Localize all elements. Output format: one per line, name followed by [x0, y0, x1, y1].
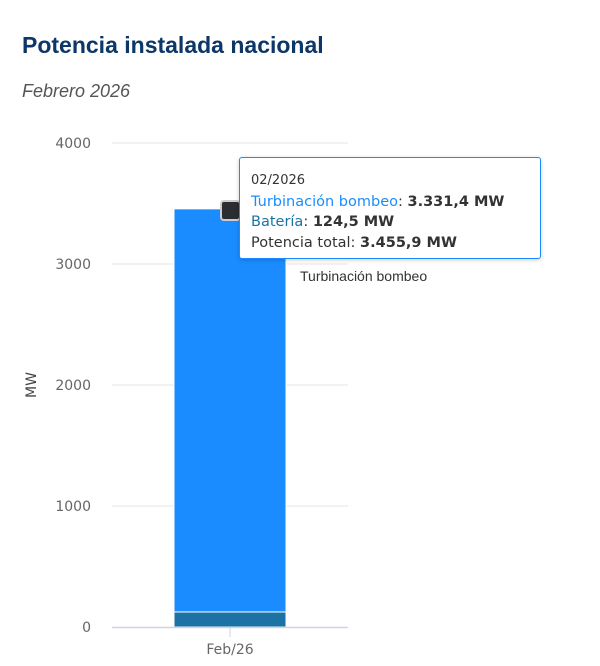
bar-segment	[173, 208, 287, 613]
x-tick-label: Feb/26	[206, 642, 253, 658]
legend-label[interactable]: Turbinación bombeo	[300, 268, 428, 284]
tooltip-date: 02/2026	[251, 173, 306, 188]
tooltip-value: 3.455,9 MW	[360, 234, 457, 251]
y-tick-label: 1000	[55, 499, 91, 515]
tooltip-row-bateria: Batería: 124,5 MW	[251, 214, 395, 230]
chart-subtitle: Febrero 2026	[22, 81, 131, 101]
tooltip-label: Turbinación bombeo	[251, 193, 398, 210]
y-tick-label: 4000	[55, 136, 91, 152]
tooltip-label: Batería	[251, 214, 304, 230]
bar-segment	[173, 611, 287, 628]
tooltip-value: 3.331,4 MW	[407, 193, 505, 210]
tooltip-value: 124,5 MW	[312, 214, 395, 230]
chart-title: Potencia instalada nacional	[22, 32, 324, 58]
tooltip-row-total: Potencia total: 3.455,9 MW	[251, 234, 457, 251]
y-tick-label: 3000	[55, 257, 91, 273]
y-tick-label: 0	[82, 620, 91, 636]
legend-marker-icon[interactable]	[220, 200, 241, 221]
tooltip: 02/2026 Turbinación bombeo: 3.331,4 MW B…	[239, 157, 541, 259]
y-axis-label: MW	[24, 372, 40, 398]
tooltip-label: Potencia total	[251, 234, 351, 251]
tooltip-row-turbinacion: Turbinación bombeo: 3.331,4 MW	[251, 193, 505, 210]
y-tick-label: 2000	[55, 378, 91, 394]
